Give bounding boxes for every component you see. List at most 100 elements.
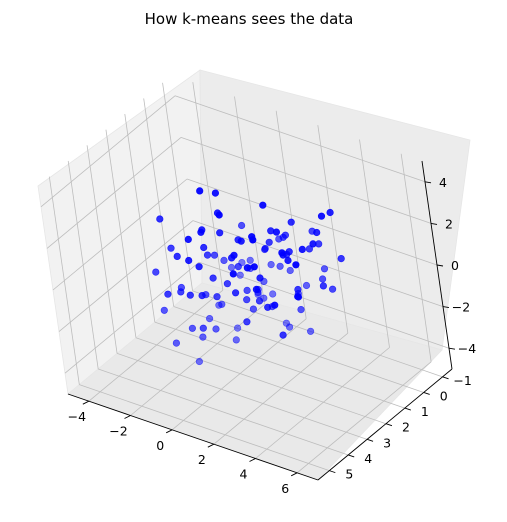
y-tick-mark — [366, 438, 374, 442]
x-tick-label: −4 — [68, 409, 86, 424]
gridline-y-floor — [154, 321, 405, 409]
grid-lines — [40, 82, 450, 474]
data-point — [264, 303, 272, 311]
data-point — [271, 301, 279, 309]
data-point — [199, 324, 207, 332]
data-point — [197, 228, 205, 236]
data-point — [294, 292, 302, 301]
x-tick-label: 0 — [156, 438, 164, 453]
data-point — [265, 238, 273, 246]
x-tick-mark — [207, 443, 215, 448]
gridline-z-left — [58, 220, 194, 332]
z-tick-label: −2 — [452, 300, 470, 315]
y-tick-mark — [404, 407, 411, 411]
gridline-z-right — [174, 95, 426, 183]
data-point — [195, 263, 203, 271]
data-point — [164, 290, 172, 298]
x-tick-mark — [290, 472, 298, 477]
x-tick-label: −2 — [109, 424, 127, 439]
data-point — [272, 228, 281, 236]
data-point — [172, 339, 180, 347]
y-tick-label: 5 — [345, 467, 353, 482]
data-point — [297, 306, 305, 314]
z-tick-mark — [436, 264, 444, 267]
data-point — [252, 285, 260, 294]
gridline-y-floor — [98, 368, 349, 456]
data-point — [294, 285, 302, 294]
data-points — [152, 187, 345, 366]
data-point — [267, 261, 275, 269]
gridline-z-left — [64, 261, 200, 374]
y-tick-label: 4 — [364, 451, 372, 466]
data-point — [238, 221, 246, 230]
data-point — [278, 249, 286, 257]
y-tick-label: 2 — [402, 420, 410, 435]
data-point — [177, 288, 185, 296]
data-point — [256, 274, 264, 282]
y-tick-label: 3 — [383, 435, 391, 450]
data-point — [246, 256, 254, 264]
data-point — [232, 336, 240, 344]
data-point — [216, 229, 224, 237]
x-axis-line — [67, 393, 319, 481]
gridline-y-floor — [135, 337, 387, 425]
y-tick-mark — [385, 423, 393, 427]
data-point — [218, 300, 226, 308]
data-point — [184, 235, 192, 243]
data-point — [156, 215, 164, 223]
data-point — [212, 325, 220, 333]
z-tick-label: 0 — [451, 258, 459, 273]
data-point — [287, 218, 295, 226]
z-tick-mark — [430, 222, 438, 225]
y-tick-mark — [442, 376, 449, 380]
data-point — [209, 274, 217, 282]
data-point — [249, 236, 257, 244]
gridline-y-floor — [173, 306, 424, 393]
data-point — [317, 212, 326, 220]
data-point — [269, 290, 277, 298]
data-point — [305, 245, 314, 253]
y-tick-mark — [348, 454, 355, 458]
gridline-x-floor — [296, 361, 432, 474]
z-tick-mark — [442, 306, 450, 309]
data-point — [206, 315, 214, 323]
data-point — [236, 271, 244, 279]
data-point — [243, 264, 252, 272]
data-point — [232, 289, 240, 297]
data-point — [152, 268, 160, 276]
y-tick-label: 1 — [421, 404, 429, 419]
data-point — [220, 256, 228, 265]
x-tick-mark — [124, 415, 131, 419]
data-point — [211, 189, 219, 197]
x-tick-label: 4 — [240, 467, 248, 482]
data-point — [229, 270, 237, 278]
z-tick-label: 2 — [445, 216, 453, 231]
data-point — [210, 251, 219, 259]
data-point — [298, 245, 306, 253]
chart-title: How k-means sees the data — [145, 10, 354, 28]
gridline-y-floor — [79, 384, 330, 471]
data-point — [337, 255, 345, 263]
y-axis-line — [317, 368, 453, 481]
data-point — [313, 228, 321, 237]
data-point — [200, 243, 208, 252]
gridline-z-right — [192, 220, 444, 307]
data-point — [199, 333, 207, 341]
data-point — [284, 256, 292, 265]
gridline-x-floor — [88, 289, 224, 402]
z-tick-label: 4 — [439, 175, 447, 190]
z-tick-mark — [424, 181, 432, 184]
data-point — [230, 251, 238, 259]
data-point — [320, 265, 329, 273]
data-point — [285, 248, 293, 256]
data-point — [243, 296, 251, 304]
data-point — [223, 280, 231, 288]
data-point — [188, 324, 196, 332]
data-point — [215, 211, 223, 219]
data-point — [307, 327, 315, 335]
x-tick-mark — [165, 429, 173, 434]
data-point — [302, 281, 311, 290]
y-tick-label: −1 — [453, 373, 471, 388]
